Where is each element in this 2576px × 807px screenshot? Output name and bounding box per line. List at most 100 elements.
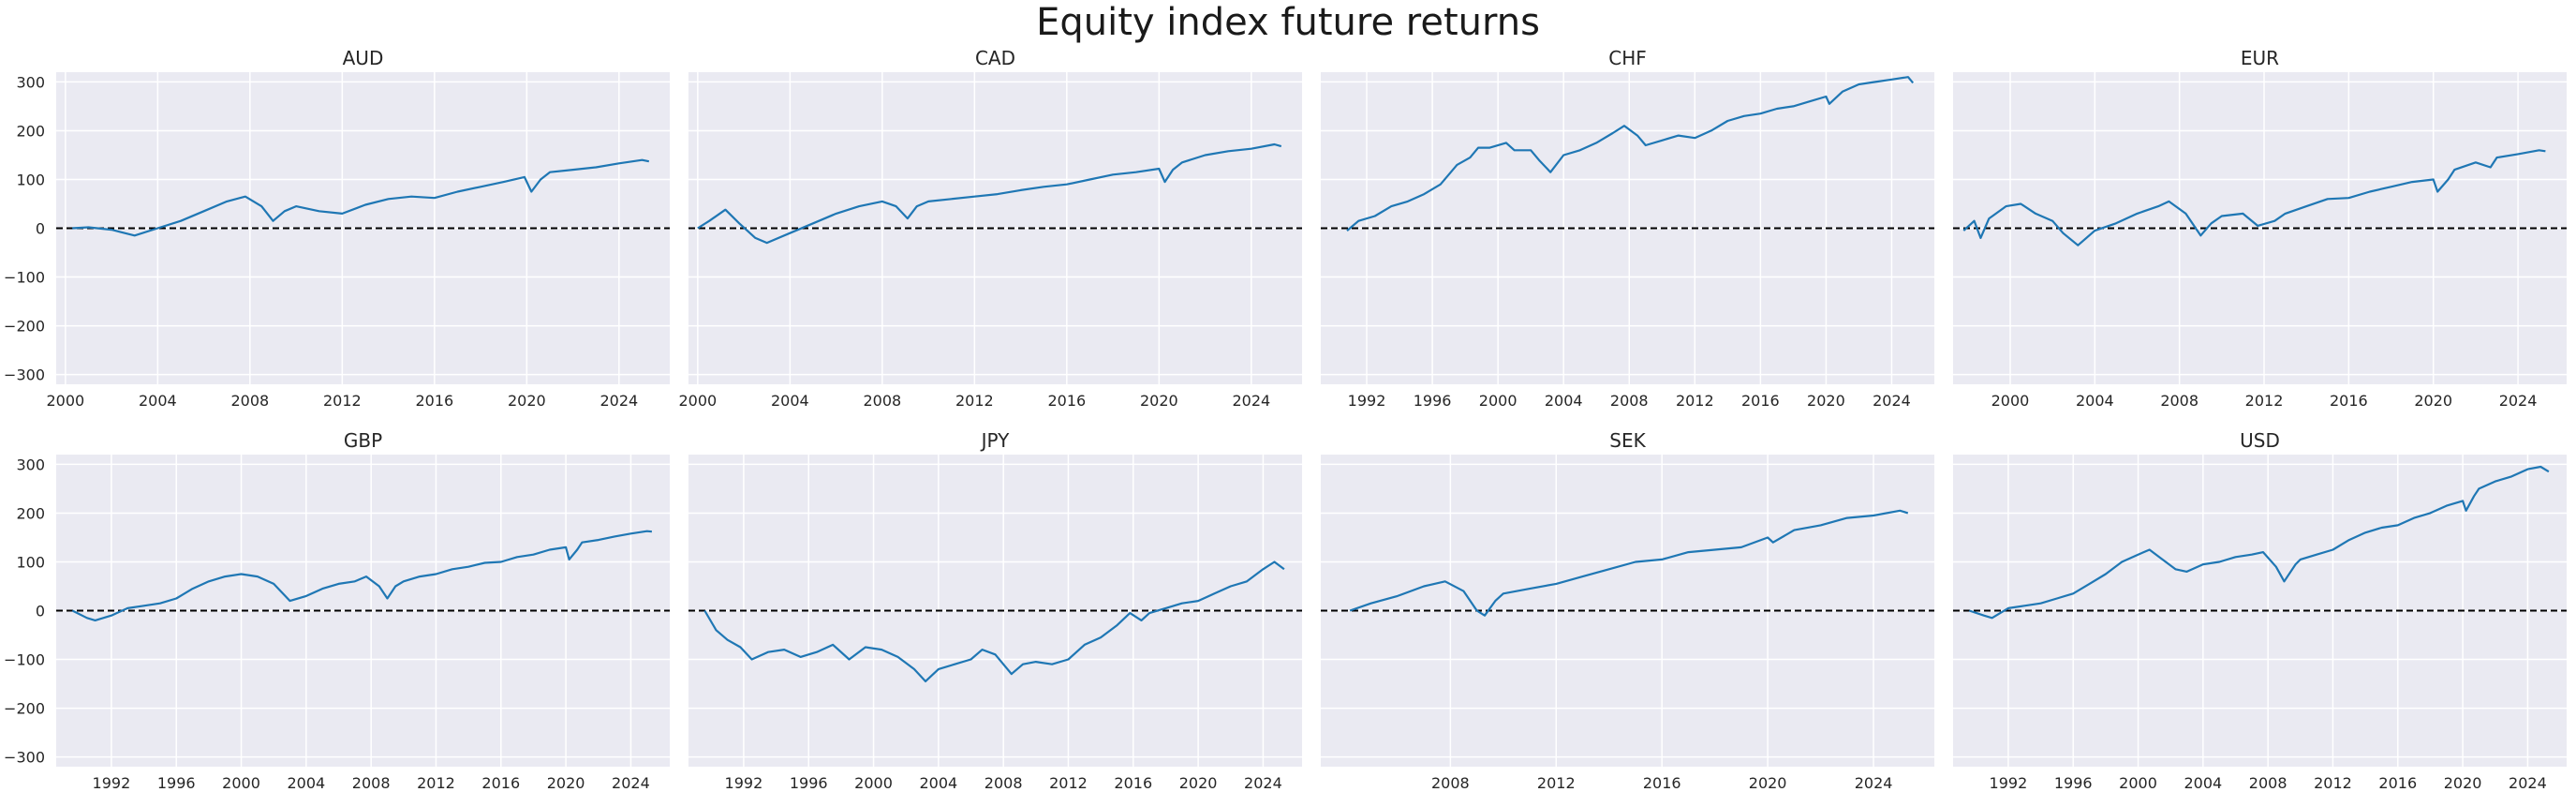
panel-chf: CHF 1992 1996 2000 2004 2008 2012 2016 2020 2024 xyxy=(1321,47,1934,410)
series-line-sek xyxy=(1349,509,1909,617)
y-tick-label: 0 xyxy=(36,603,45,620)
x-tick-label: 2016 xyxy=(481,774,520,792)
x-tick-label: 2000 xyxy=(222,774,260,792)
y-tick-label: −300 xyxy=(4,749,45,767)
x-tick-label: 2024 xyxy=(1244,774,1282,792)
y-tick-label: 100 xyxy=(16,171,45,188)
y-tick-label: −300 xyxy=(4,366,45,384)
x-tick-label: 1992 xyxy=(93,774,131,792)
panel-title: GBP xyxy=(344,429,382,452)
x-tick-label: 2004 xyxy=(919,774,957,792)
panel-gbp: GBP 300 200 100 0 −100 −200 −300 1992 1996 2000 200… xyxy=(4,429,670,792)
series-line-cad xyxy=(697,142,1282,245)
x-tick-label: 2012 xyxy=(1676,392,1714,410)
panel-eur: EUR 2000 2004 2008 2012 2016 2020 2024 xyxy=(1953,47,2567,410)
x-tick-label: 2000 xyxy=(678,392,717,410)
x-tick-label: 2024 xyxy=(1855,774,1893,792)
x-tick-label: 2008 xyxy=(1431,774,1470,792)
x-tick-label: 2000 xyxy=(46,392,84,410)
panel-title: EUR xyxy=(2241,47,2279,69)
x-tick-label: 2008 xyxy=(863,392,901,410)
x-tick-label: 2012 xyxy=(955,392,994,410)
x-tick-label: 2016 xyxy=(1741,392,1780,410)
panel-cad: CAD 2000 2004 2008 2012 2016 2020 2024 xyxy=(678,47,1302,410)
panel-title: SEK xyxy=(1609,429,1646,452)
x-tick-label: 2000 xyxy=(1991,392,2030,410)
x-tick-label: 1996 xyxy=(2054,774,2093,792)
panel-title: USD xyxy=(2240,429,2280,452)
x-tick-label: 2004 xyxy=(771,392,809,410)
x-tick-label: 2008 xyxy=(2249,774,2287,792)
x-tick-label: 2020 xyxy=(2414,392,2452,410)
x-tick-label: 2004 xyxy=(2184,774,2222,792)
x-tick-label: 2020 xyxy=(1749,774,1787,792)
x-tick-label: 1996 xyxy=(790,774,828,792)
x-tick-label: 2016 xyxy=(2378,774,2417,792)
y-tick-label: −100 xyxy=(4,651,45,669)
y-tick-label: −100 xyxy=(4,269,45,287)
panel-usd: USD 1992 1996 2000 2004 2008 2012 2016 2020 2024 xyxy=(1953,429,2567,792)
x-tick-label: 2012 xyxy=(323,392,362,410)
panel-title: CAD xyxy=(975,47,1015,69)
x-tick-label: 2008 xyxy=(1610,392,1649,410)
x-tick-label: 2000 xyxy=(1479,392,1517,410)
x-tick-label: 1996 xyxy=(157,774,196,792)
x-tick-label: 2024 xyxy=(600,392,638,410)
x-tick-label: 2016 xyxy=(2330,392,2368,410)
x-tick-label: 2012 xyxy=(1537,774,1576,792)
x-tick-label: 2012 xyxy=(2245,392,2284,410)
x-tick-label: 2004 xyxy=(1545,392,1583,410)
x-tick-label: 2020 xyxy=(508,392,546,410)
x-tick-label: 2016 xyxy=(415,392,453,410)
x-tick-label: 2012 xyxy=(417,774,455,792)
x-tick-label: 2016 xyxy=(1047,392,1086,410)
series-line-usd xyxy=(1968,465,2550,620)
y-tick-label: 200 xyxy=(16,504,45,522)
x-tick-label: 2000 xyxy=(2119,774,2157,792)
series-line-chf xyxy=(1346,76,1915,232)
y-tick-label: 300 xyxy=(16,456,45,473)
x-tick-label: 2024 xyxy=(2509,774,2547,792)
series-line-aud xyxy=(72,158,650,237)
x-tick-label: 2020 xyxy=(1807,392,1845,410)
panel-jpy: JPY 1992 1996 2000 2004 2008 2012 2016 2020 2024 xyxy=(688,429,1302,792)
x-tick-label: 2004 xyxy=(287,774,325,792)
x-tick-label: 1992 xyxy=(1990,774,2028,792)
x-tick-label: 2020 xyxy=(1179,774,1218,792)
x-tick-label: 2024 xyxy=(1232,392,1270,410)
y-tick-label: 0 xyxy=(36,220,45,238)
x-tick-label: 1992 xyxy=(1348,392,1386,410)
x-tick-label: 2024 xyxy=(2499,392,2538,410)
x-tick-label: 2008 xyxy=(985,774,1023,792)
series-line-eur xyxy=(1962,149,2546,247)
y-tick-label: 200 xyxy=(16,122,45,140)
x-tick-label: 2020 xyxy=(547,774,585,792)
x-tick-label: 2020 xyxy=(1140,392,1178,410)
x-tick-label: 2016 xyxy=(1643,774,1681,792)
x-tick-label: 2008 xyxy=(352,774,391,792)
series-line-gbp xyxy=(71,530,653,621)
series-line-jpy xyxy=(703,560,1285,682)
x-tick-label: 1996 xyxy=(1414,392,1452,410)
y-tick-label: −200 xyxy=(4,318,45,336)
panel-sek: SEK 2008 2012 2016 2020 2024 xyxy=(1321,429,1934,792)
x-tick-label: 2012 xyxy=(1049,774,1088,792)
y-tick-label: −200 xyxy=(4,700,45,718)
y-tick-label: 300 xyxy=(16,73,45,91)
x-tick-label: 1992 xyxy=(725,774,763,792)
x-tick-label: 2020 xyxy=(2444,774,2482,792)
x-tick-label: 2024 xyxy=(1873,392,1911,410)
x-tick-label: 2016 xyxy=(1114,774,1152,792)
x-tick-label: 2000 xyxy=(854,774,893,792)
panel-title: AUD xyxy=(343,47,384,69)
panel-title: CHF xyxy=(1608,47,1647,69)
figure-title: Equity index future returns xyxy=(1036,1,1540,44)
x-tick-label: 2004 xyxy=(139,392,177,410)
x-tick-label: 2008 xyxy=(2160,392,2198,410)
x-tick-label: 2008 xyxy=(230,392,269,410)
x-tick-label: 2004 xyxy=(2076,392,2114,410)
panel-title: JPY xyxy=(980,429,1011,452)
